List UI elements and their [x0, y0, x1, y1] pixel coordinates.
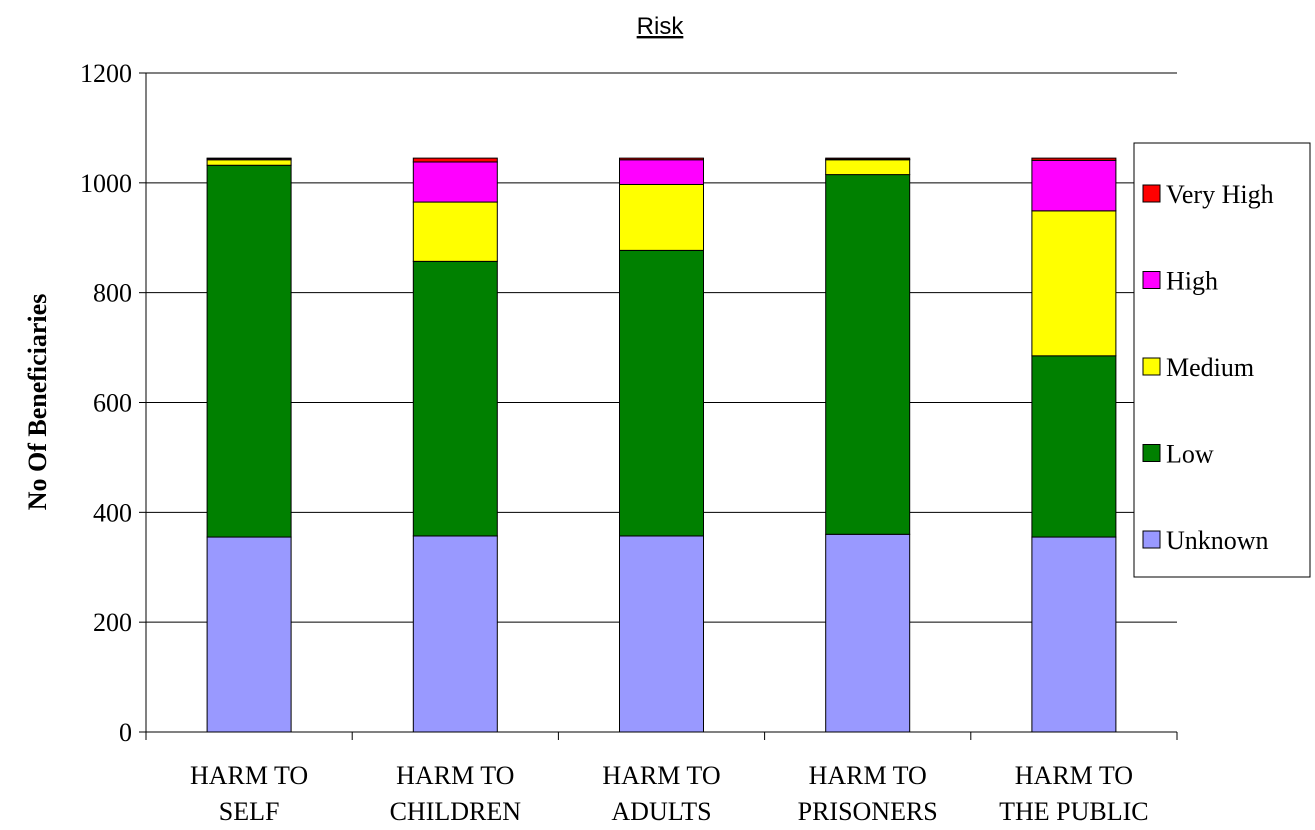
bar-segment [206, 157, 292, 160]
bars [206, 157, 1117, 733]
legend-swatch [1142, 530, 1161, 549]
y-tick-label: 600 [93, 389, 132, 418]
legend-swatch [1142, 444, 1161, 462]
x-tick-label: HARM TO SELF [190, 761, 308, 826]
bar-segment [412, 161, 498, 203]
bar-segment [1031, 210, 1117, 357]
bar-segment [1031, 157, 1117, 161]
chart-title: Risk [637, 13, 685, 40]
y-tick-label: 1200 [80, 59, 132, 88]
x-tick-label: HARM TO THE PUBLIC [999, 761, 1149, 826]
legend-label: Low [1166, 440, 1214, 469]
bar-segment [206, 164, 292, 538]
y-tick-label: 1000 [80, 169, 132, 198]
legend-label: High [1166, 267, 1218, 296]
bar-segment [619, 159, 704, 185]
x-tick-label: HARM TO CHILDREN [390, 761, 522, 826]
legend-swatch [1142, 184, 1161, 203]
bar-segment [412, 201, 498, 262]
bar-segment [1031, 355, 1117, 538]
y-tick-label: 400 [93, 498, 132, 527]
legend-swatch [1142, 357, 1161, 376]
legend: Very High High Medium Low Unknown [1133, 142, 1311, 578]
y-axis-title: No Of Beneficiaries [23, 294, 52, 511]
bar-segment [619, 249, 704, 537]
bar-segment [412, 157, 498, 163]
bar-segment [1031, 159, 1117, 212]
bar-segment [206, 159, 292, 166]
legend-swatch [1142, 271, 1161, 289]
y-tick-label: 800 [93, 279, 132, 308]
bar-segment [206, 536, 292, 733]
x-tick-labels: HARM TO SELF HARM TO CHILDREN HARM TO ADULTS H… [190, 761, 1149, 826]
legend-label: Unknown [1166, 526, 1269, 555]
bar-segment [619, 183, 704, 251]
bar-segment [825, 159, 911, 176]
bar-segment [825, 174, 911, 535]
bar-segment [412, 260, 498, 537]
y-tick-label: 0 [119, 718, 132, 747]
bar-segment [825, 533, 911, 733]
x-tick-label: HARM TO ADULTS [602, 761, 720, 826]
bar-segment [619, 535, 704, 733]
legend-label: Very High [1166, 180, 1274, 209]
bar-segment [1031, 536, 1117, 733]
x-tick-label: HARM TO PRISONERS [798, 761, 938, 826]
bar-segment [412, 535, 498, 733]
y-tick-labels: 0 200 400 600 800 1000 1200 [80, 59, 132, 747]
legend-label: Medium [1166, 353, 1254, 382]
bar-segment [619, 157, 704, 161]
legend-box [1133, 142, 1311, 578]
axes [145, 73, 1178, 740]
y-tick-label: 200 [93, 608, 132, 637]
bar-segment [825, 157, 911, 160]
